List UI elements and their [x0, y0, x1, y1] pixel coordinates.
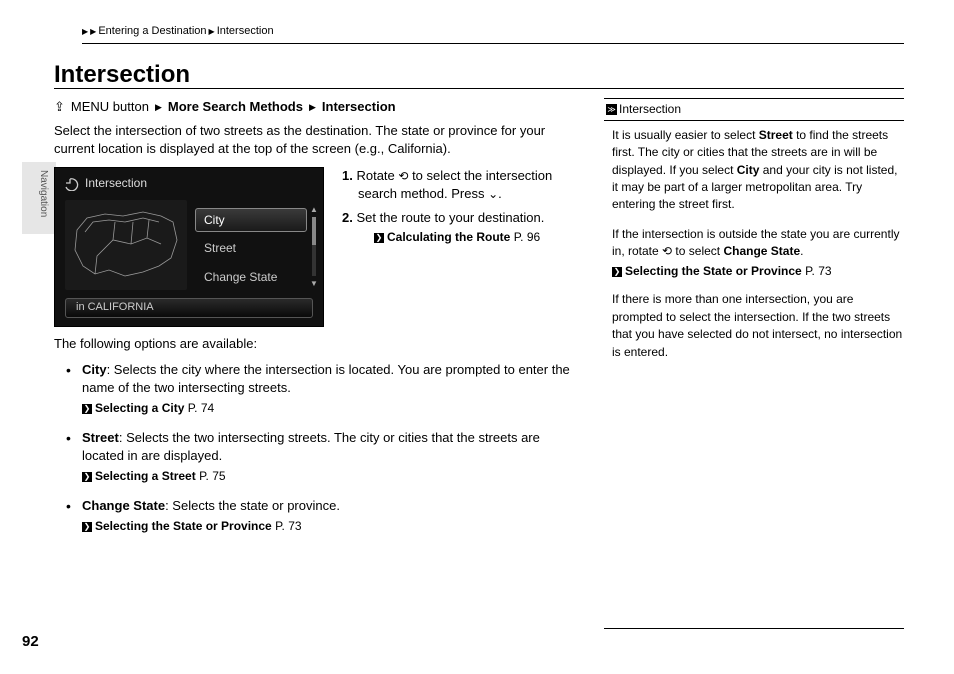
triangle-icon: ▶: [90, 26, 96, 37]
scroll-up-icon: ▲: [310, 204, 318, 215]
breadcrumb: ▶▶ Entering a Destination ▶ Intersection: [82, 24, 904, 44]
page-title: Intersection: [54, 58, 190, 92]
screenshot-title: Intersection: [85, 175, 147, 192]
dial-icon: ⟲: [398, 169, 408, 183]
step-1: 1. Rotate ⟲ to select the intersection s…: [342, 167, 584, 203]
xref-arrow-icon: ❯: [82, 404, 92, 414]
back-icon: [65, 177, 79, 191]
breadcrumb-level1: Entering a Destination: [98, 24, 206, 39]
steps-list: 1. Rotate ⟲ to select the intersection s…: [342, 167, 584, 252]
menu-path-step2: Intersection: [322, 98, 396, 116]
xref-sidebar-state: ❯Selecting the State or Province P. 73: [612, 263, 904, 280]
menu-item-street: Street: [195, 236, 307, 261]
xref-selecting-street: ❯Selecting a Street P. 75: [82, 468, 584, 485]
option-change-state: Change State: Selects the state or provi…: [54, 497, 584, 535]
title-rule: [54, 88, 904, 89]
xref-arrow-icon: ❯: [612, 267, 622, 277]
option-street: Street: Selects the two intersecting str…: [54, 429, 584, 485]
dial-icon: ⟲: [662, 244, 672, 258]
triangle-icon: ▶: [155, 101, 162, 114]
sidebar-header: ≫ Intersection: [604, 98, 904, 121]
triangle-icon: ▶: [309, 101, 316, 114]
breadcrumb-level2: Intersection: [217, 24, 274, 39]
options-intro: The following options are available:: [54, 335, 584, 353]
xref-arrow-icon: ❯: [82, 522, 92, 532]
step-2: 2. Set the route to your destination. ❯C…: [342, 209, 584, 246]
press-icon: ⌄: [488, 187, 498, 201]
xref-arrow-icon: ❯: [82, 472, 92, 482]
map-thumbnail: [65, 200, 187, 290]
page-number: 92: [22, 631, 39, 652]
sidebar-p3: If there is more than one intersection, …: [612, 291, 904, 361]
screenshot-footer: in CALIFORNIA: [65, 298, 313, 318]
menu-item-city: City: [195, 208, 307, 233]
xref-selecting-city: ❯Selecting a City P. 74: [82, 400, 584, 417]
screenshot-menu: City Street Change State: [195, 208, 307, 290]
main-column: ⇪ MENU button ▶ More Search Methods ▶ In…: [54, 98, 584, 547]
side-tab-label: Navigation: [36, 170, 50, 217]
sidebar-icon: ≫: [606, 104, 617, 115]
xref-calculating-route: ❯Calculating the Route P. 96: [358, 229, 584, 246]
mouse-icon: ⇪: [54, 98, 65, 116]
scrollbar: ▲ ▼: [311, 204, 317, 290]
xref-arrow-icon: ❯: [374, 233, 384, 243]
sidebar-p2: If the intersection is outside the state…: [612, 226, 904, 261]
options-list: City: Selects the city where the interse…: [54, 361, 584, 535]
triangle-icon: ▶: [209, 26, 215, 37]
menu-path-step1: More Search Methods: [168, 98, 303, 116]
xref-selecting-state: ❯Selecting the State or Province P. 73: [82, 518, 584, 535]
menu-path-prefix: MENU button: [71, 98, 149, 116]
intro-text: Select the intersection of two streets a…: [54, 122, 584, 158]
scroll-down-icon: ▼: [310, 278, 318, 289]
nav-screenshot: Intersection City Street Change State ▲ …: [54, 167, 324, 327]
sidebar-bottom-rule: [604, 628, 904, 629]
sidebar-column: ≫ Intersection It is usually easier to s…: [604, 98, 904, 373]
sidebar-p1: It is usually easier to select Street to…: [612, 127, 904, 214]
triangle-icon: ▶: [82, 26, 88, 37]
option-city: City: Selects the city where the interse…: [54, 361, 584, 417]
menu-path: ⇪ MENU button ▶ More Search Methods ▶ In…: [54, 98, 584, 116]
menu-item-change-state: Change State: [195, 265, 307, 290]
